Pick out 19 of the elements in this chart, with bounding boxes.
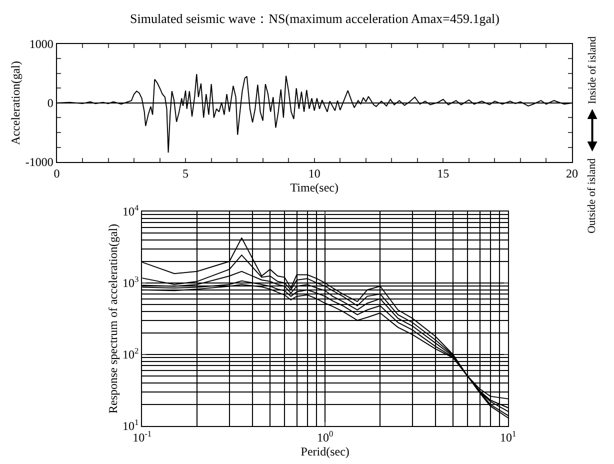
x-axis-title: Time(sec) [290, 180, 338, 194]
y-tick-label: 1000 [29, 37, 54, 52]
y-tick-label: 10$^{2}$ [122, 346, 139, 362]
x-tick-label: 10 [308, 166, 320, 180]
y-tick-label: 0 [47, 96, 54, 110]
y-tick-label: -1000 [25, 155, 54, 170]
text: Outside of island [586, 158, 598, 234]
chart-title: Simulated seismic wave：NS(maximum acceleration Amax=459.1gal) [130, 11, 500, 26]
y-tick-label: 10$^{3}$ [122, 275, 139, 290]
x-tick-label: 15 [437, 166, 450, 180]
y-tick-label: 10$^{4}$ [122, 204, 140, 219]
y-axis-title: Response spectrum of acceleration(gal) [106, 224, 120, 414]
text: Inside of island [586, 36, 598, 104]
x-tick-label: 20 [566, 166, 578, 180]
x-tick-label: 10$^{0}$ [317, 429, 334, 444]
x-tick-label: 10$^{1}$ [500, 429, 516, 444]
y-axis-title: Acceleration(gal) [8, 60, 23, 145]
x-tick-label: 5 [182, 166, 189, 180]
x-axis-title: Perid(sec) [300, 444, 350, 458]
